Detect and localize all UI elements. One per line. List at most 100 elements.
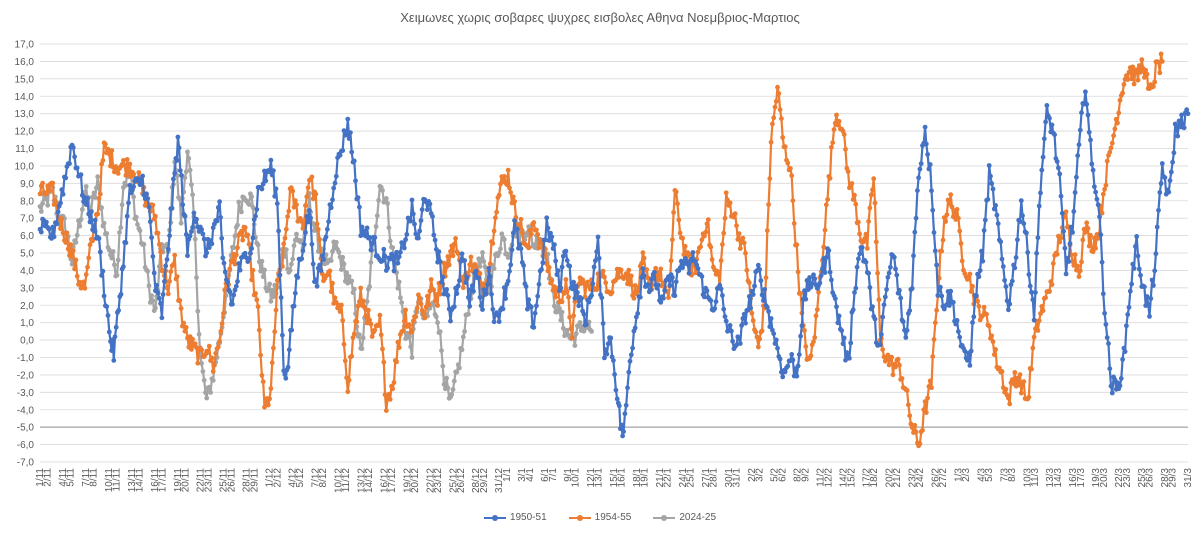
data-point: [121, 158, 126, 163]
data-point: [915, 188, 920, 194]
data-point: [1089, 161, 1095, 167]
data-point: [74, 232, 80, 238]
data-point: [1070, 259, 1075, 264]
x-tick-label: 27/1: [701, 468, 712, 488]
data-point: [818, 273, 824, 278]
data-point: [750, 292, 756, 297]
x-tick-label: 10/3: [1022, 468, 1033, 488]
data-point: [702, 233, 707, 239]
data-point: [471, 288, 476, 294]
data-point: [1041, 136, 1047, 142]
data-point: [348, 130, 353, 136]
data-point: [993, 203, 998, 208]
data-point: [622, 411, 628, 417]
data-point: [514, 226, 520, 232]
x-tick-label: 14/3: [1053, 468, 1064, 488]
data-point: [1008, 282, 1014, 288]
data-point: [127, 161, 133, 167]
data-point: [122, 162, 128, 168]
x-tick-label: 29/12: [479, 468, 490, 493]
data-point: [829, 144, 834, 150]
data-point: [657, 277, 662, 283]
data-point: [158, 301, 164, 306]
data-point: [1131, 81, 1137, 87]
data-point: [285, 364, 291, 370]
data-point: [156, 242, 162, 247]
x-tick-label: 13/12: [356, 468, 367, 493]
data-point: [1168, 169, 1174, 175]
data-point: [368, 321, 374, 327]
data-point: [985, 197, 991, 202]
data-point: [40, 201, 45, 206]
data-point: [979, 248, 984, 254]
data-point: [563, 248, 569, 254]
data-point: [808, 284, 814, 290]
data-point: [73, 240, 79, 245]
data-point: [1059, 210, 1065, 216]
data-point: [906, 402, 911, 408]
data-point: [463, 280, 469, 285]
data-point: [280, 332, 285, 338]
data-point: [149, 293, 155, 298]
data-point: [544, 261, 550, 267]
data-point: [740, 316, 746, 321]
data-point: [328, 205, 334, 211]
x-tick-label: 29/11: [249, 468, 260, 493]
data-point: [1135, 77, 1141, 83]
data-point: [794, 242, 800, 248]
data-point: [330, 197, 335, 203]
data-point: [1116, 110, 1122, 116]
data-point: [337, 152, 343, 158]
data-point: [632, 325, 638, 331]
data-point: [1030, 345, 1036, 351]
data-point: [723, 318, 729, 324]
data-point: [578, 296, 584, 301]
data-point: [481, 259, 487, 264]
y-tick-label: 1,0: [20, 318, 34, 329]
data-point: [349, 278, 355, 284]
data-point: [408, 218, 414, 224]
data-point: [1100, 291, 1106, 297]
data-point: [383, 196, 389, 201]
data-point: [239, 228, 244, 234]
data-point: [262, 267, 267, 273]
data-point: [1083, 89, 1088, 95]
data-point: [875, 270, 880, 276]
data-point: [60, 230, 66, 236]
data-point: [274, 201, 280, 207]
data-point: [764, 305, 770, 310]
x-tick-label: 10/1: [571, 468, 582, 488]
data-point: [571, 279, 576, 285]
data-point: [1030, 297, 1036, 303]
data-point: [390, 245, 396, 251]
data-point: [1151, 84, 1156, 89]
data-point: [981, 228, 987, 233]
data-point: [620, 433, 625, 439]
data-point: [785, 363, 791, 369]
data-point: [1171, 150, 1177, 156]
data-point: [790, 198, 796, 204]
data-point: [913, 429, 919, 435]
data-point: [686, 252, 692, 258]
data-point: [1009, 278, 1015, 284]
data-point: [242, 250, 248, 256]
data-point: [1024, 230, 1029, 236]
data-point: [776, 91, 782, 96]
data-point: [400, 328, 406, 334]
data-point: [477, 271, 483, 276]
data-point: [68, 242, 74, 248]
data-point: [428, 277, 434, 282]
x-tick-label: 6/2: [777, 468, 788, 482]
data-point: [58, 200, 63, 206]
data-point: [410, 211, 416, 217]
data-point: [451, 304, 457, 310]
data-point: [309, 174, 315, 180]
data-point: [1036, 318, 1042, 324]
data-point: [87, 242, 93, 248]
data-point: [850, 197, 856, 203]
data-point: [525, 306, 530, 312]
y-tick-label: -6,0: [17, 440, 35, 451]
legend-label: 1950-51: [509, 512, 547, 523]
data-point: [948, 192, 954, 198]
data-point: [153, 305, 158, 311]
